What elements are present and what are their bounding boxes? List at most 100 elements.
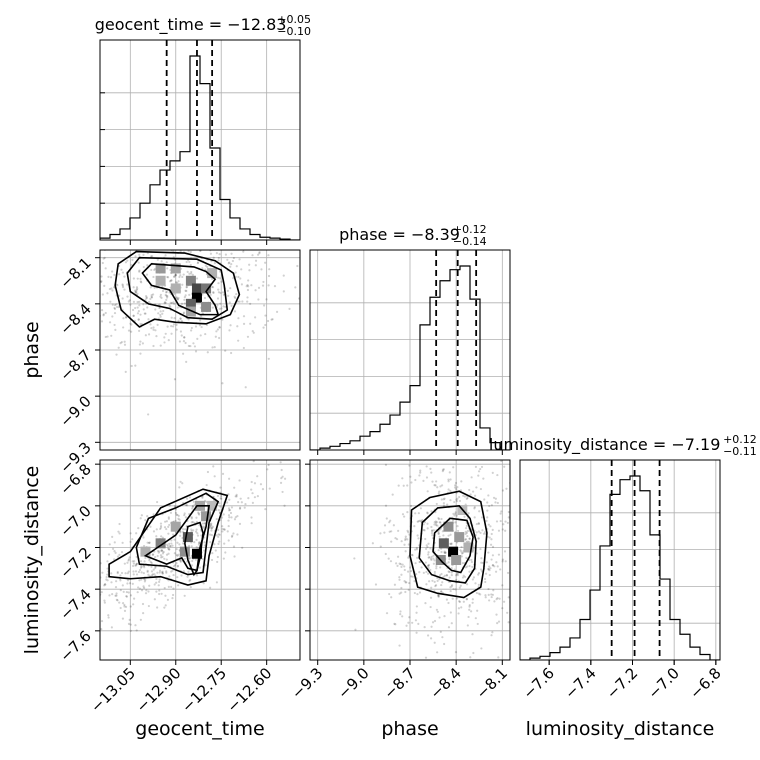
sample-point — [219, 505, 222, 508]
sample-point — [252, 412, 254, 414]
hist-panel-geocent_time — [99, 39, 301, 245]
sample-point — [241, 300, 244, 303]
sample-point — [190, 272, 193, 275]
sample-point — [464, 538, 468, 541]
sample-point — [400, 591, 403, 594]
sample-point — [156, 606, 159, 609]
sample-point — [481, 529, 484, 532]
sample-point — [179, 317, 182, 320]
sample-point — [449, 489, 452, 493]
sample-point — [178, 486, 181, 489]
sample-point — [151, 553, 154, 556]
sample-point — [454, 650, 458, 654]
sample-point — [419, 471, 422, 474]
sample-point — [196, 337, 199, 340]
sample-point — [182, 352, 185, 355]
sample-point — [216, 494, 220, 498]
sample-point — [144, 334, 147, 337]
sample-point — [213, 244, 215, 246]
sample-point — [66, 295, 68, 297]
sample-point — [60, 253, 62, 255]
sample-point — [439, 485, 442, 488]
sample-point — [170, 585, 173, 588]
sample-point — [179, 330, 183, 333]
sample-point — [221, 525, 224, 528]
sample-point — [445, 574, 448, 577]
sample-point — [433, 521, 436, 524]
sample-point — [135, 288, 138, 291]
sample-point — [205, 247, 207, 249]
sample-point — [418, 519, 422, 522]
sample-point — [210, 558, 214, 562]
sample-point — [460, 550, 463, 553]
sample-point — [115, 594, 118, 597]
x-tick-label: −8.4 — [426, 664, 464, 702]
sample-point — [441, 468, 445, 471]
sample-point — [157, 584, 160, 587]
sample-point — [414, 619, 418, 622]
sample-point — [165, 298, 168, 301]
sample-point — [132, 314, 135, 317]
sample-point — [458, 495, 461, 499]
sample-point — [165, 543, 169, 546]
sample-point — [221, 527, 224, 531]
sample-point — [135, 286, 139, 289]
sample-point — [135, 562, 138, 565]
sample-point — [219, 486, 222, 489]
sample-point — [260, 268, 263, 271]
sample-point — [171, 544, 174, 547]
density-cell — [201, 283, 212, 294]
sample-point — [110, 572, 113, 575]
sample-point — [139, 313, 142, 316]
sample-point — [465, 497, 468, 501]
sample-point — [173, 302, 176, 305]
sample-point — [188, 496, 192, 499]
sample-point — [187, 318, 190, 321]
sample-point — [264, 261, 267, 264]
sample-point — [468, 608, 471, 611]
sample-point — [413, 424, 415, 426]
sample-point — [229, 265, 232, 268]
sample-point — [118, 532, 121, 535]
sample-point — [267, 284, 270, 287]
sample-point — [473, 516, 476, 519]
sample-point — [429, 467, 432, 470]
sample-point — [410, 575, 413, 578]
sample-point — [159, 344, 162, 347]
sample-point — [125, 316, 128, 319]
sample-point — [143, 560, 146, 563]
sample-point — [465, 556, 468, 559]
sample-point — [319, 327, 321, 329]
sample-point — [466, 496, 469, 500]
sample-point — [130, 364, 133, 368]
sample-point — [170, 570, 173, 573]
sample-point — [440, 572, 443, 576]
sample-point — [179, 534, 182, 537]
sample-point — [132, 300, 136, 303]
sample-point — [371, 542, 374, 545]
sample-point — [129, 594, 133, 597]
sample-point — [54, 599, 56, 601]
sample-point — [96, 294, 98, 296]
sample-point — [259, 483, 263, 486]
sample-point — [222, 528, 226, 531]
sample-point — [458, 600, 462, 603]
sample-point — [128, 556, 131, 559]
sample-point — [209, 540, 212, 544]
sample-point — [233, 310, 237, 313]
sample-point — [434, 484, 437, 487]
sample-point — [223, 528, 226, 531]
sample-point — [137, 570, 141, 574]
sample-point — [252, 460, 255, 463]
sample-point — [173, 552, 176, 555]
sample-point — [455, 597, 459, 600]
title-phase: phase = −8.39 — [339, 225, 460, 244]
sample-point — [173, 237, 175, 239]
sample-point — [148, 584, 151, 587]
sample-point — [235, 493, 238, 497]
sample-point — [217, 528, 220, 532]
sample-point — [105, 575, 108, 579]
sample-point — [177, 514, 180, 518]
sample-point — [490, 593, 493, 596]
sample-point — [128, 618, 131, 621]
